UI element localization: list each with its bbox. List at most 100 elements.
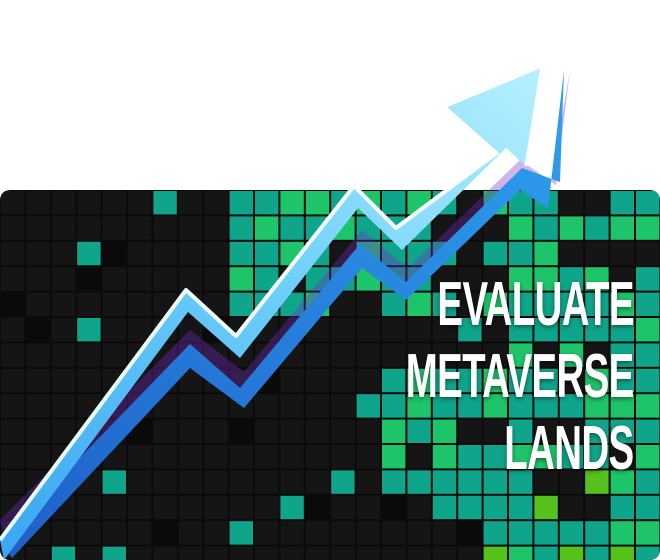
land-parcel	[559, 495, 584, 520]
land-parcel	[585, 267, 609, 291]
land-parcel	[255, 445, 279, 469]
land-parcel	[610, 267, 634, 291]
land-parcel	[483, 292, 507, 316]
land-parcel	[610, 241, 634, 266]
headline-line-3: LANDS	[504, 414, 635, 483]
land-parcel	[432, 470, 457, 494]
land-parcel	[432, 394, 457, 418]
land-parcel	[331, 292, 355, 316]
land-parcel	[356, 394, 380, 418]
land-parcel	[153, 419, 177, 443]
land-parcel	[280, 419, 304, 443]
land-parcel	[585, 495, 609, 520]
land-parcel	[305, 394, 330, 418]
land-parcel	[356, 445, 380, 469]
land-parcel	[458, 318, 482, 342]
land-parcel	[305, 343, 330, 367]
land-parcel	[1, 191, 25, 215]
land-parcel	[255, 191, 279, 215]
land-parcel	[483, 445, 507, 469]
land-parcel	[102, 267, 126, 291]
land-parcel	[1, 292, 25, 316]
land-parcel	[382, 495, 406, 520]
land-parcel	[204, 241, 228, 266]
land-parcel	[585, 394, 609, 418]
land-parcel	[483, 546, 507, 560]
land-parcel	[610, 445, 634, 469]
land-parcel	[204, 216, 228, 240]
land-parcel	[483, 368, 507, 393]
metaverse-land-grid-banner	[0, 190, 660, 560]
land-parcel	[204, 267, 228, 291]
land-parcel	[509, 267, 533, 291]
land-parcel	[280, 521, 304, 545]
land-parcel	[509, 292, 533, 316]
land-parcel	[509, 368, 533, 393]
land-parcel	[305, 521, 330, 545]
land-parcel	[382, 521, 406, 545]
land-parcel	[534, 267, 558, 291]
land-parcel	[305, 445, 330, 469]
land-parcel	[382, 419, 406, 443]
land-parcel	[178, 267, 203, 291]
land-parcel	[77, 495, 101, 520]
arrow-face	[0, 66, 542, 560]
land-parcel	[509, 546, 533, 560]
land-parcel	[407, 445, 431, 469]
land-parcel	[636, 267, 660, 291]
land-parcel	[178, 394, 203, 418]
land-parcel	[509, 318, 533, 342]
land-parcel	[1, 368, 25, 393]
land-parcel	[610, 521, 634, 545]
land-parcel	[585, 191, 609, 215]
land-parcel	[585, 318, 609, 342]
land-parcel	[610, 394, 634, 418]
land-parcel	[559, 470, 584, 494]
land-parcel	[610, 191, 634, 215]
land-parcel	[636, 394, 660, 418]
land-parcel	[128, 318, 152, 342]
land-parcel	[255, 267, 279, 291]
land-parcel	[534, 343, 558, 367]
land-parcel	[51, 394, 76, 418]
land-parcel	[51, 241, 76, 266]
land-parcel	[102, 521, 126, 545]
land-parcel	[128, 445, 152, 469]
land-parcel	[636, 521, 660, 545]
land-parcel	[534, 368, 558, 393]
land-parcel	[153, 445, 177, 469]
land-parcel	[128, 470, 152, 494]
land-parcel	[26, 191, 50, 215]
land-parcel	[458, 495, 482, 520]
land-parcel	[178, 191, 203, 215]
land-parcel	[102, 292, 126, 316]
land-parcel	[407, 368, 431, 393]
land-parcel	[432, 343, 457, 367]
land-parcel	[1, 267, 25, 291]
land-parcel	[128, 546, 152, 560]
land-parcel	[559, 394, 584, 418]
land-parcel	[559, 191, 584, 215]
land-parcel	[280, 394, 304, 418]
land-parcel	[153, 495, 177, 520]
land-parcel	[153, 216, 177, 240]
land-parcel	[305, 267, 330, 291]
land-parcel	[128, 521, 152, 545]
land-parcel	[26, 343, 50, 367]
land-parcel	[636, 292, 660, 316]
land-parcel	[255, 419, 279, 443]
land-parcel	[585, 241, 609, 266]
land-parcel	[26, 419, 50, 443]
land-parcel	[255, 241, 279, 266]
land-parcel	[204, 521, 228, 545]
land-parcel	[128, 191, 152, 215]
land-parcel	[458, 292, 482, 316]
land-parcel	[26, 394, 50, 418]
land-parcel	[178, 546, 203, 560]
land-parcel	[610, 216, 634, 240]
land-parcel	[280, 445, 304, 469]
land-parcel	[77, 216, 101, 240]
land-parcel	[280, 216, 304, 240]
land-parcel	[509, 241, 533, 266]
land-parcel	[432, 267, 457, 291]
